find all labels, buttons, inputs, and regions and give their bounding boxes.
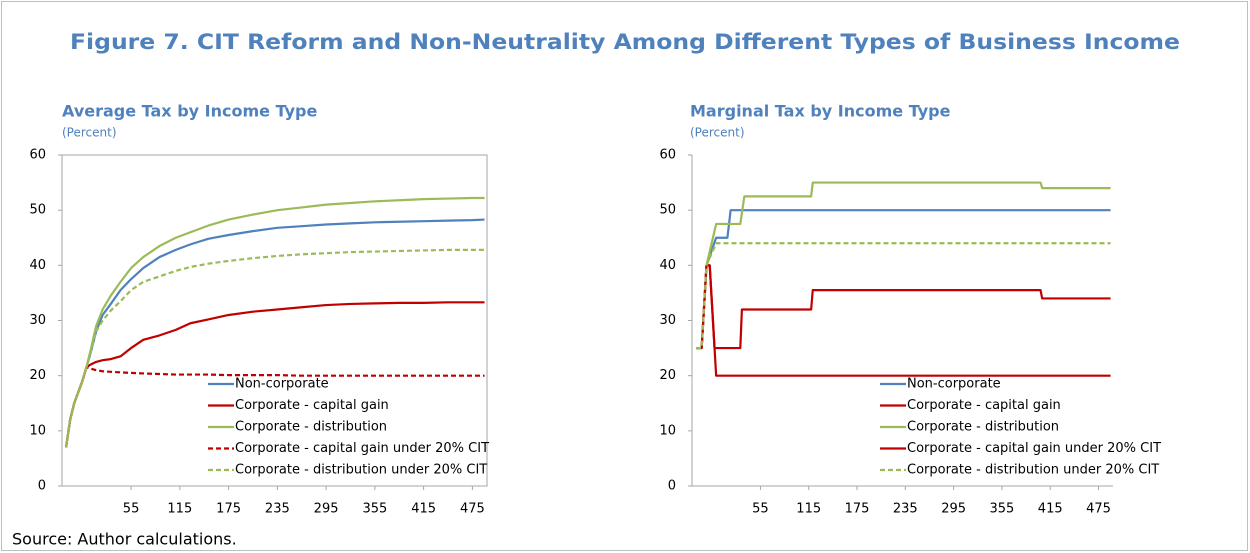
x-tick-label: 415 xyxy=(411,502,436,517)
chart-subtitle: (Percent) xyxy=(690,126,745,140)
legend-label: Non-corporate xyxy=(235,377,329,392)
chart-subtitle: (Percent) xyxy=(62,126,117,140)
series-line xyxy=(64,248,485,448)
x-tick-label: 55 xyxy=(752,502,769,517)
figure-title: Figure 7. CIT Reform and Non-Neutrality … xyxy=(70,30,1180,54)
series-line xyxy=(64,366,485,448)
y-tick-label: 40 xyxy=(29,258,46,273)
legend-label: Corporate - distribution under 20% CIT xyxy=(235,463,487,478)
x-tick-label: 475 xyxy=(460,502,485,517)
x-tick-label: 355 xyxy=(362,502,387,517)
y-tick-label: 30 xyxy=(659,313,676,328)
legend-label: Corporate - capital gain xyxy=(235,398,389,413)
x-tick-label: 175 xyxy=(216,502,241,517)
y-tick-label: 0 xyxy=(668,479,676,494)
y-tick-label: 60 xyxy=(29,148,46,163)
x-tick-label: 115 xyxy=(167,502,192,517)
y-tick-label: 0 xyxy=(38,479,46,494)
source-note: Source: Author calculations. xyxy=(12,530,237,549)
x-tick-label: 175 xyxy=(845,502,870,517)
legend-label: Corporate - capital gain under 20% CIT xyxy=(235,441,489,456)
x-tick-label: 295 xyxy=(314,502,339,517)
series-line xyxy=(696,242,1111,350)
chart-title: Marginal Tax by Income Type xyxy=(690,102,951,121)
y-tick-label: 60 xyxy=(659,148,676,163)
y-tick-label: 50 xyxy=(29,203,46,218)
y-tick-label: 20 xyxy=(659,368,676,383)
x-tick-label: 475 xyxy=(1086,502,1111,517)
legend-label: Corporate - distribution xyxy=(907,420,1059,435)
series-line xyxy=(696,209,1111,350)
y-tick-label: 40 xyxy=(659,258,676,273)
y-tick-label: 10 xyxy=(659,423,676,438)
series-line xyxy=(696,181,1111,350)
x-tick-label: 235 xyxy=(265,502,290,517)
legend-label: Corporate - distribution xyxy=(235,420,387,435)
y-tick-label: 50 xyxy=(659,203,676,218)
legend-label: Corporate - capital gain under 20% CIT xyxy=(907,441,1161,456)
series-line xyxy=(64,196,485,448)
x-tick-label: 415 xyxy=(1038,502,1063,517)
y-tick-label: 20 xyxy=(29,368,46,383)
series-line xyxy=(696,264,1111,377)
x-tick-label: 355 xyxy=(989,502,1014,517)
x-tick-label: 235 xyxy=(893,502,918,517)
x-tick-label: 295 xyxy=(941,502,966,517)
y-tick-label: 30 xyxy=(29,313,46,328)
x-tick-label: 55 xyxy=(123,502,140,517)
series-line xyxy=(696,264,1111,350)
legend-label: Corporate - distribution under 20% CIT xyxy=(907,463,1159,478)
legend-label: Non-corporate xyxy=(907,377,1001,392)
series-line xyxy=(64,218,485,448)
chart-title: Average Tax by Income Type xyxy=(62,102,317,121)
plot-frame xyxy=(61,154,488,487)
x-tick-label: 115 xyxy=(796,502,821,517)
legend-label: Corporate - capital gain xyxy=(907,398,1061,413)
y-tick-label: 10 xyxy=(29,423,46,438)
